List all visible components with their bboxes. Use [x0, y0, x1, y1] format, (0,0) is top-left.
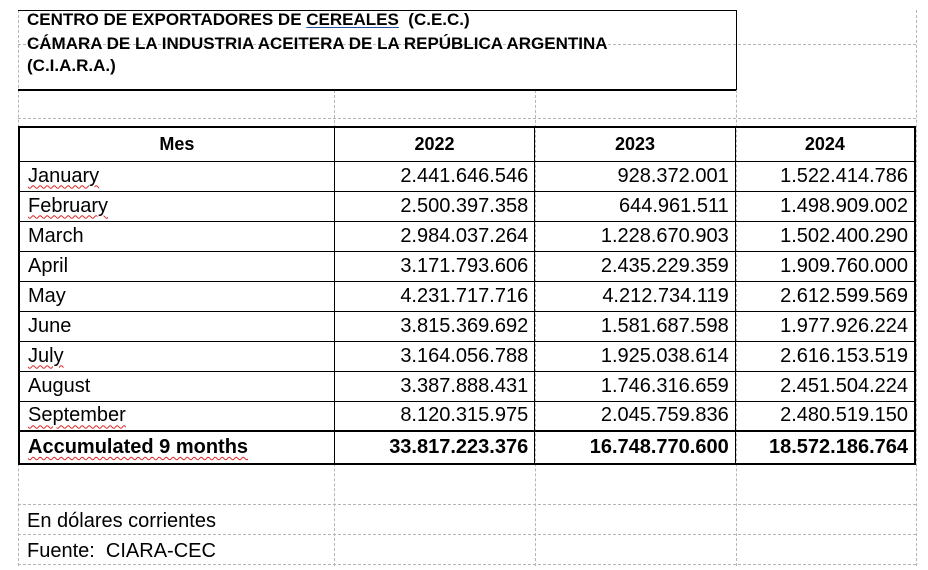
table-header-row: Mes 2022 2023 2024: [19, 127, 916, 162]
gridline: [18, 564, 916, 565]
value-2023-cell: 4.212.734.119: [534, 281, 736, 312]
header-line-1-underlined: CEREALES: [306, 10, 399, 29]
value-2023-cell: 2.435.229.359: [534, 251, 736, 282]
header-line-1-prefix: CENTRO DE EXPORTADORES DE: [27, 10, 307, 29]
month-label: September: [28, 404, 126, 427]
value-2023-cell: 1.925.038.614: [534, 341, 736, 372]
value-2023-cell: 928.372.001: [534, 161, 736, 192]
total-2022-cell: 33.817.223.376: [334, 430, 536, 465]
column-header-2024: 2024: [735, 127, 916, 162]
total-row: Accumulated 9 months 33.817.223.376 16.7…: [19, 430, 916, 465]
currency-note: En dólares corrientes: [27, 510, 216, 532]
table-row: February 2.500.397.358 644.961.511 1.498…: [19, 191, 916, 222]
total-label-cell: Accumulated 9 months: [19, 430, 335, 465]
source-note: Fuente: CIARA-CEC: [27, 540, 216, 562]
table-row: March 2.984.037.264 1.228.670.903 1.502.…: [19, 221, 916, 252]
value-2024-cell: 2.616.153.519: [735, 341, 916, 372]
month-cell: July: [19, 341, 335, 372]
header-line-3: (C.I.A.R.A.): [27, 56, 116, 75]
month-cell: January: [19, 161, 335, 192]
value-2023-cell: 1.581.687.598: [534, 311, 736, 342]
gridline: [18, 44, 916, 45]
column-header-mes: Mes: [19, 127, 335, 162]
month-cell: August: [19, 371, 335, 402]
value-2022-cell: 2.984.037.264: [334, 221, 536, 252]
table-row: April 3.171.793.606 2.435.229.359 1.909.…: [19, 251, 916, 282]
value-2022-cell: 2.500.397.358: [334, 191, 536, 222]
month-label: July: [28, 344, 64, 367]
header-block: CENTRO DE EXPORTADORES DE CEREALES (C.E.…: [20, 0, 734, 90]
header-top-border: [18, 10, 736, 11]
month-cell: September: [19, 401, 335, 432]
value-2023-cell: 644.961.511: [534, 191, 736, 222]
column-header-2022: 2022: [334, 127, 536, 162]
value-2024-cell: 1.522.414.786: [735, 161, 916, 192]
table-row: August 3.387.888.431 1.746.316.659 2.451…: [19, 371, 916, 402]
table-row: January 2.441.646.546 928.372.001 1.522.…: [19, 161, 916, 192]
gridline: [18, 504, 916, 505]
month-label: January: [28, 164, 100, 187]
table-row: May 4.231.717.716 4.212.734.119 2.612.59…: [19, 281, 916, 312]
value-2022-cell: 8.120.315.975: [334, 401, 536, 432]
total-2023-cell: 16.748.770.600: [534, 430, 736, 465]
value-2024-cell: 2.480.519.150: [735, 401, 916, 432]
column-header-2023: 2023: [534, 127, 736, 162]
value-2022-cell: 2.441.646.546: [334, 161, 536, 192]
month-cell: May: [19, 281, 335, 312]
value-2024-cell: 1.502.400.290: [735, 221, 916, 252]
value-2022-cell: 3.387.888.431: [334, 371, 536, 402]
month-cell: June: [19, 311, 335, 342]
header-right-border: [736, 10, 737, 90]
table-row: June 3.815.369.692 1.581.687.598 1.977.9…: [19, 311, 916, 342]
value-2024-cell: 1.977.926.224: [735, 311, 916, 342]
value-2022-cell: 3.815.369.692: [334, 311, 536, 342]
month-cell: April: [19, 251, 335, 282]
value-2023-cell: 1.746.316.659: [534, 371, 736, 402]
header-line-1-suffix: (C.E.C.): [398, 10, 470, 29]
value-2022-cell: 3.164.056.788: [334, 341, 536, 372]
total-2024-cell: 18.572.186.764: [735, 430, 916, 465]
month-label: February: [28, 194, 109, 217]
month-cell: February: [19, 191, 335, 222]
value-2024-cell: 2.612.599.569: [735, 281, 916, 312]
month-cell: March: [19, 221, 335, 252]
value-2024-cell: 1.909.760.000: [735, 251, 916, 282]
table-row: July 3.164.056.788 1.925.038.614 2.616.1…: [19, 341, 916, 372]
gridline: [916, 10, 917, 566]
gridline: [18, 534, 916, 535]
total-label: Accumulated 9 months: [28, 436, 249, 458]
table-row: September 8.120.315.975 2.045.759.836 2.…: [19, 401, 916, 432]
value-2023-cell: 2.045.759.836: [534, 401, 736, 432]
header-bottom-rule: [18, 89, 736, 91]
exports-table: Mes 2022 2023 2024 January 2.441.646.546…: [18, 126, 916, 465]
value-2022-cell: 4.231.717.716: [334, 281, 536, 312]
value-2024-cell: 2.451.504.224: [735, 371, 916, 402]
header-line-2: CÁMARA DE LA INDUSTRIA ACEITERA DE LA RE…: [27, 34, 608, 53]
value-2023-cell: 1.228.670.903: [534, 221, 736, 252]
gridline: [18, 118, 916, 119]
value-2024-cell: 1.498.909.002: [735, 191, 916, 222]
value-2022-cell: 3.171.793.606: [334, 251, 536, 282]
header-line-1: CENTRO DE EXPORTADORES DE CEREALES (C.E.…: [27, 10, 470, 30]
